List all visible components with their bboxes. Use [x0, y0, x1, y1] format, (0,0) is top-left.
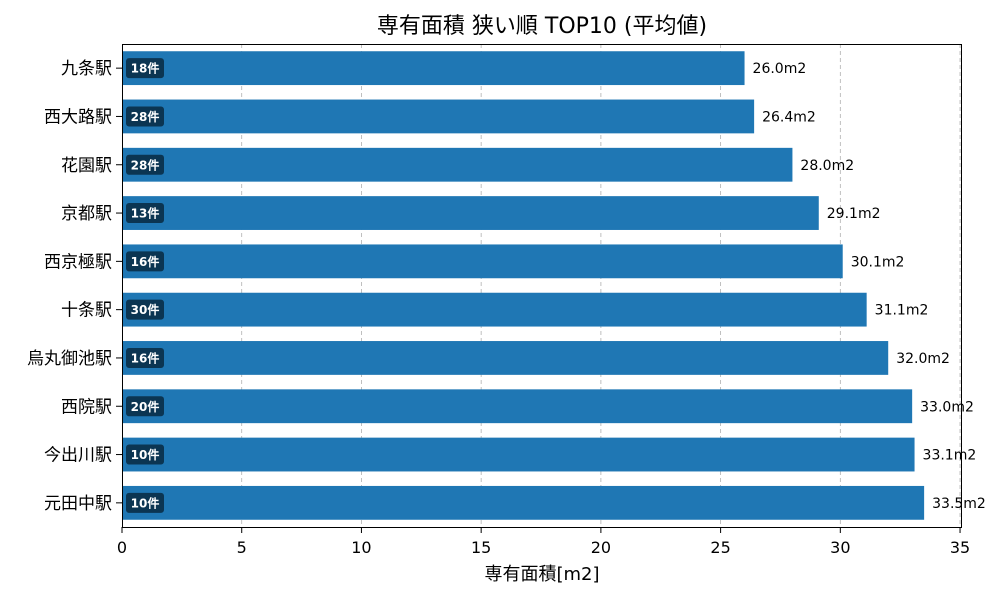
value-label: 28.0m2 — [800, 158, 854, 174]
x-tick-label: 10 — [351, 538, 371, 557]
count-badge — [126, 106, 164, 127]
category-label: 九条駅 — [61, 59, 112, 79]
count-badge — [126, 58, 164, 79]
value-label: 33.5m2 — [932, 496, 986, 512]
x-tick-label: 0 — [117, 538, 127, 557]
category-label: 京都駅 — [61, 204, 112, 224]
x-tick-label: 15 — [471, 538, 491, 557]
value-label: 33.1m2 — [923, 448, 977, 464]
bar — [122, 51, 745, 86]
bar — [122, 244, 843, 279]
category-label: 今出川駅 — [44, 446, 112, 466]
count-label: 30件 — [131, 302, 160, 317]
count-label: 28件 — [131, 157, 160, 172]
bars: 18件 26.0m2 28件 26.4m2 28件 28.0m2 13件 29.1m2 16件 3… — [122, 51, 986, 520]
x-axis-label: 専有面積[m2] — [484, 564, 599, 585]
category-label: 花園駅 — [61, 156, 112, 176]
x-tick-label: 35 — [950, 538, 970, 557]
count-label: 10件 — [131, 447, 160, 462]
value-label: 32.0m2 — [896, 351, 950, 367]
bar — [122, 147, 793, 182]
value-label: 26.0m2 — [753, 61, 807, 77]
bar — [122, 196, 819, 230]
category-label: 西京極駅 — [44, 252, 112, 272]
bar — [122, 341, 889, 375]
plot-frame — [122, 44, 962, 528]
value-label: 31.1m2 — [875, 303, 929, 319]
category-label: 元田中駅 — [44, 494, 112, 514]
count-label: 16件 — [131, 254, 160, 269]
category-label: 烏丸御池駅 — [27, 349, 112, 369]
category-label: 西大路駅 — [44, 107, 112, 127]
bar — [122, 485, 925, 520]
count-label: 10件 — [131, 495, 160, 510]
count-badge — [126, 396, 164, 417]
bar — [122, 99, 755, 134]
category-label: 十条駅 — [61, 301, 112, 321]
chart-title: 専有面積 狭い順 TOP10 (平均値) — [377, 14, 707, 39]
x-tick-label: 30 — [830, 538, 850, 557]
value-label: 26.4m2 — [762, 109, 816, 125]
count-label: 13件 — [131, 206, 160, 221]
bar — [122, 437, 915, 472]
count-badge — [126, 299, 164, 320]
count-label: 28件 — [131, 109, 160, 124]
count-badge — [126, 154, 164, 175]
count-label: 20件 — [131, 399, 160, 414]
x-axis: 0 5 10 15 20 25 30 35 — [117, 527, 970, 557]
value-label: 29.1m2 — [827, 206, 881, 222]
count-label: 16件 — [131, 350, 160, 365]
count-badge — [126, 251, 164, 272]
count-label: 18件 — [131, 61, 160, 76]
count-badge — [126, 444, 164, 465]
value-label: 30.1m2 — [851, 254, 905, 270]
x-tick-label: 25 — [710, 538, 730, 557]
x-tick-label: 5 — [237, 538, 247, 557]
x-tick-label: 20 — [591, 538, 611, 557]
bar — [122, 292, 867, 327]
category-label: 西院駅 — [61, 397, 112, 417]
value-label: 33.0m2 — [920, 399, 974, 415]
bar — [122, 389, 913, 424]
count-badge — [126, 347, 164, 368]
count-badge — [126, 203, 164, 224]
count-badge — [126, 492, 164, 513]
